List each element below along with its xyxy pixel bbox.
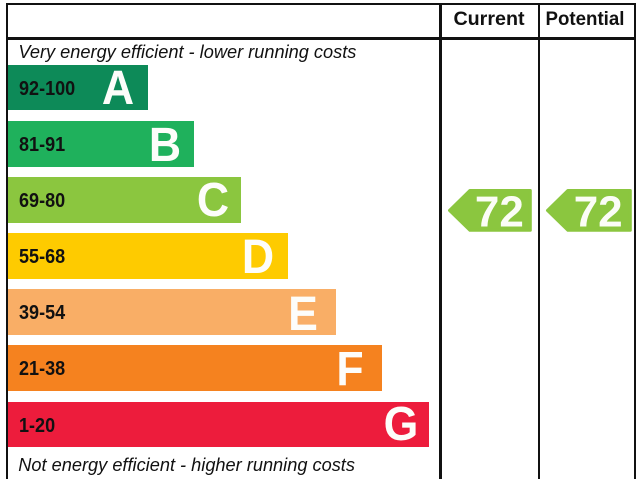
svg-text:72: 72: [574, 188, 623, 236]
svg-text:72: 72: [475, 188, 524, 236]
